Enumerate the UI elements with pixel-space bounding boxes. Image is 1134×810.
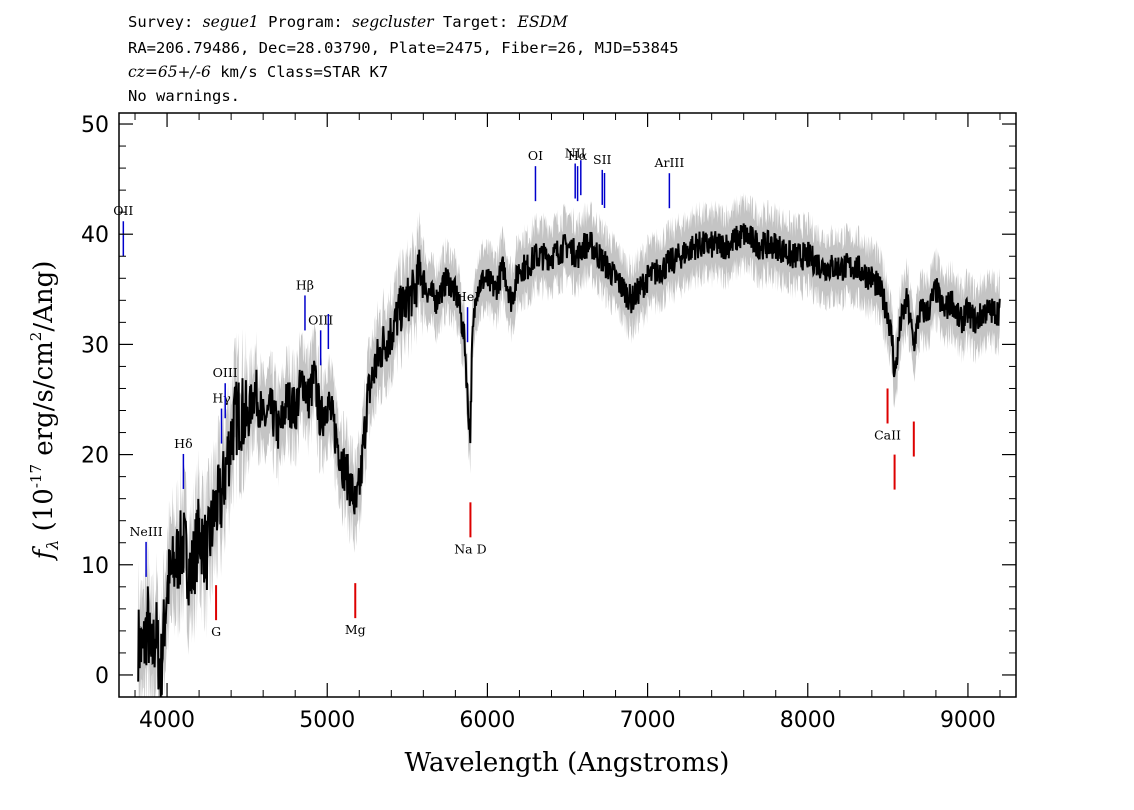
x-tick-label: 4000 <box>139 708 195 733</box>
absorption-line-label: Na D <box>454 541 486 556</box>
header-line-1: Survey: segue1 Program: segcluster Targe… <box>128 12 568 32</box>
emission-line-label: Hδ <box>174 436 192 451</box>
emission-line-label: SII <box>593 152 612 167</box>
absorption-line-label: G <box>211 624 221 639</box>
absorption-line-label: CaII <box>874 427 901 442</box>
x-axis-title: Wavelength (Angstroms) <box>405 748 730 778</box>
program-value: segcluster <box>352 13 434 31</box>
emission-line-label: HeI <box>456 289 479 304</box>
header-line-3: cz=65+/-6 km/s Class=STAR K7 <box>128 62 388 82</box>
y-tick-label: 20 <box>81 444 109 469</box>
x-tick-label: 5000 <box>299 708 355 733</box>
y-tick-label: 0 <box>95 664 109 689</box>
emission-line-label: OIII <box>308 312 333 327</box>
emission-line-label: ArIII <box>653 155 684 170</box>
emission-line-label: NeIII <box>129 524 162 539</box>
absorption-line-label: Mg <box>345 622 366 637</box>
y-tick-label: 10 <box>81 554 109 579</box>
program-label: Program: <box>268 13 343 31</box>
survey-value: segue1 <box>202 13 259 31</box>
emission-line-label: Hβ <box>296 277 314 292</box>
spectrum-line <box>137 223 1001 697</box>
x-tick-label: 7000 <box>620 708 676 733</box>
target-value: ESDM <box>517 13 568 31</box>
axis-ticks-layer: 4000 5000 6000 7000 8000 9000 0 10 20 30 40 50 <box>81 113 1016 733</box>
x-tick-label: 6000 <box>459 708 515 733</box>
target-label: Target: <box>442 13 509 31</box>
plot-frame <box>118 112 1017 698</box>
y-tick-label: 40 <box>81 223 109 248</box>
emission-line-label: OI <box>528 148 543 163</box>
x-tick-label: 8000 <box>780 708 836 733</box>
emission-line-label: Hγ <box>212 391 230 406</box>
header-line-2: RA=206.79486, Dec=28.03790, Plate=2475, … <box>128 39 679 57</box>
spectrum-layer <box>137 223 1001 697</box>
emission-line-label: OII <box>113 203 133 218</box>
emission-line-label: Hα <box>568 148 588 163</box>
y-axis-title: fλ (10-17 erg/s/cm2/Ang) <box>27 261 62 562</box>
survey-label: Survey: <box>128 13 194 31</box>
x-tick-label: 9000 <box>940 708 996 733</box>
y-tick-label: 30 <box>81 333 109 358</box>
redshift-value: cz=65+/-6 <box>128 63 211 81</box>
emission-line-label: OIII <box>213 365 238 380</box>
header-line-4: No warnings. <box>128 87 240 105</box>
y-tick-label: 50 <box>81 113 109 138</box>
emission-line-label: NII <box>565 146 586 161</box>
class-text: km/s Class=STAR K7 <box>210 63 389 81</box>
